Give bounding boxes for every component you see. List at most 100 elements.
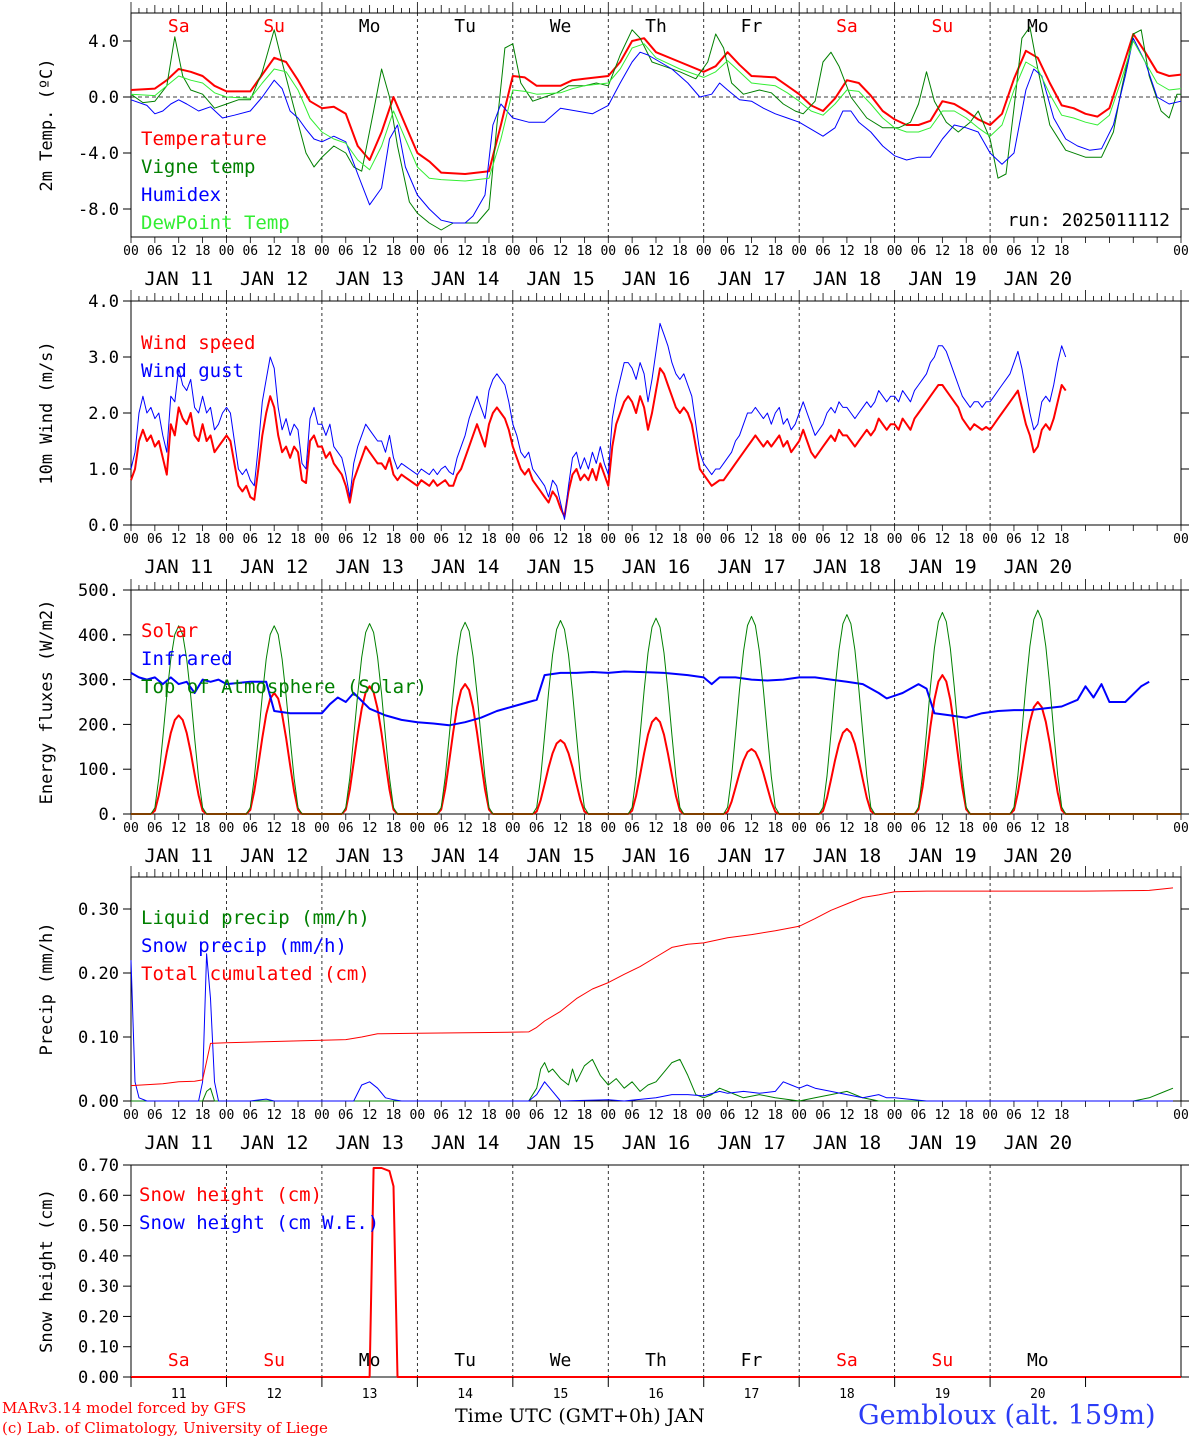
- hour-tick-label: 06: [624, 821, 640, 836]
- hour-tick-label: 12: [1030, 821, 1046, 836]
- hour-tick-label: 12: [553, 1108, 569, 1123]
- y-tick-label: 0.10: [78, 1028, 119, 1048]
- hour-tick-label: 00: [314, 1108, 330, 1123]
- hour-tick-label: 06: [815, 1108, 831, 1123]
- series-line-top-of-atmosphere-solar-: [131, 609, 1181, 815]
- hour-tick-label: 06: [1006, 1108, 1022, 1123]
- y-axis-label: Precip (mm/h): [37, 922, 57, 1055]
- day-label: JAN 11: [144, 845, 213, 867]
- day-label: JAN 12: [240, 1132, 309, 1154]
- hour-tick-label: 12: [553, 244, 569, 259]
- y-tick-label: -8.0: [78, 200, 119, 220]
- weekday-label-top: Su: [932, 16, 954, 37]
- hour-tick-label: 06: [815, 244, 831, 259]
- hour-tick-label: 18: [577, 244, 593, 259]
- hour-tick-label: 12: [457, 244, 473, 259]
- hour-tick-label: 18: [958, 532, 974, 547]
- hour-tick-label: 06: [242, 532, 258, 547]
- hour-tick-label: 06: [242, 1108, 258, 1123]
- y-tick-label: 300.: [78, 671, 119, 691]
- legend-entry: DewPoint Temp: [141, 212, 290, 234]
- hour-tick-label: 12: [266, 1108, 282, 1123]
- panel-frame: [130, 12, 1182, 238]
- hour-tick-label: 18: [1054, 532, 1070, 547]
- hour-tick-label: 12: [935, 532, 951, 547]
- series-line-wind-speed: [130, 367, 1067, 518]
- weekday-label-top: Mo: [359, 16, 381, 37]
- bottom-day-number: 17: [744, 1387, 760, 1402]
- series-line-liquid-precip-mm-h-: [131, 1058, 1174, 1102]
- hour-tick-label: 00: [791, 821, 807, 836]
- hour-tick-label: 18: [386, 821, 402, 836]
- hour-tick-label: 06: [433, 532, 449, 547]
- day-label: JAN 13: [335, 845, 404, 867]
- day-label: JAN 18: [813, 268, 882, 290]
- hour-tick-label: 00: [791, 532, 807, 547]
- day-label: JAN 11: [144, 1132, 213, 1154]
- hour-tick-label: 00: [887, 244, 903, 259]
- day-label: JAN 15: [526, 268, 595, 290]
- hour-tick-label: 12: [648, 821, 664, 836]
- hour-tick-label: 18: [672, 821, 688, 836]
- hour-tick-label: 18: [290, 244, 306, 259]
- y-tick-label: 400.: [78, 626, 119, 646]
- y-tick-label: 0.0: [88, 516, 119, 536]
- hour-tick-label: 00: [696, 244, 712, 259]
- day-label: JAN 19: [908, 845, 977, 867]
- hour-tick-label: 00: [1173, 532, 1189, 547]
- hour-tick-label: 18: [195, 1108, 211, 1123]
- y-tick-label: 500.: [78, 581, 119, 601]
- day-label: JAN 16: [622, 556, 691, 578]
- hour-tick-label: 12: [266, 821, 282, 836]
- day-label: JAN 15: [526, 556, 595, 578]
- day-label: JAN 18: [813, 556, 882, 578]
- hour-tick-label: 00: [314, 244, 330, 259]
- hour-tick-label: 12: [362, 821, 378, 836]
- weekday-label-bottom: Su: [932, 1350, 954, 1371]
- legend-entry: Liquid precip (mm/h): [141, 907, 370, 929]
- hour-tick-label: 00: [314, 821, 330, 836]
- y-tick-label: 0.30: [78, 1277, 119, 1297]
- hour-tick-label: 06: [624, 244, 640, 259]
- hour-tick-label: 18: [577, 821, 593, 836]
- weekday-label-top: Sa: [836, 16, 858, 37]
- series-line-wind-gust: [130, 322, 1067, 520]
- hour-tick-label: 18: [481, 1108, 497, 1123]
- day-label: JAN 20: [1003, 845, 1072, 867]
- weekday-label-top: Fr: [741, 16, 763, 37]
- hour-tick-label: 12: [171, 1108, 187, 1123]
- hour-tick-label: 12: [362, 1108, 378, 1123]
- hour-tick-label: 06: [529, 532, 545, 547]
- hour-tick-label: 18: [863, 821, 879, 836]
- lab-credit: (c) Lab. of Climatology, University of L…: [2, 1419, 328, 1437]
- time-axis-title: Time UTC (GMT+0h) JAN: [455, 1405, 705, 1427]
- day-label: JAN 11: [144, 556, 213, 578]
- hour-tick-label: 06: [911, 1108, 927, 1123]
- hour-tick-label: 00: [123, 821, 139, 836]
- hour-tick-label: 12: [457, 1108, 473, 1123]
- hour-tick-label: 18: [767, 821, 783, 836]
- panel-2: 0.0 1.0 2.0 3.0 4.0 10m Wind (m/s) Wind speed W…: [37, 290, 1189, 578]
- y-tick-label: 0.10: [78, 1338, 119, 1358]
- day-label: JAN 17: [717, 268, 786, 290]
- hour-tick-label: 12: [839, 532, 855, 547]
- hour-tick-label: 00: [791, 1108, 807, 1123]
- day-label: JAN 12: [240, 556, 309, 578]
- weekday-label-top: Su: [263, 16, 285, 37]
- y-tick-label: 1.0: [88, 460, 119, 480]
- hour-tick-label: 00: [696, 821, 712, 836]
- hour-tick-label: 18: [767, 532, 783, 547]
- hour-tick-label: 12: [935, 1108, 951, 1123]
- day-label: JAN 12: [240, 268, 309, 290]
- hour-tick-label: 12: [1030, 532, 1046, 547]
- hour-tick-label: 06: [338, 532, 354, 547]
- hour-tick-label: 00: [410, 1108, 426, 1123]
- weekday-label-top: Th: [645, 16, 667, 37]
- y-axis-label: 10m Wind (m/s): [37, 341, 57, 484]
- hour-tick-label: 12: [553, 532, 569, 547]
- hour-tick-label: 06: [624, 1108, 640, 1123]
- hour-tick-label: 18: [195, 532, 211, 547]
- hour-tick-label: 00: [219, 532, 235, 547]
- hour-tick-label: 18: [767, 1108, 783, 1123]
